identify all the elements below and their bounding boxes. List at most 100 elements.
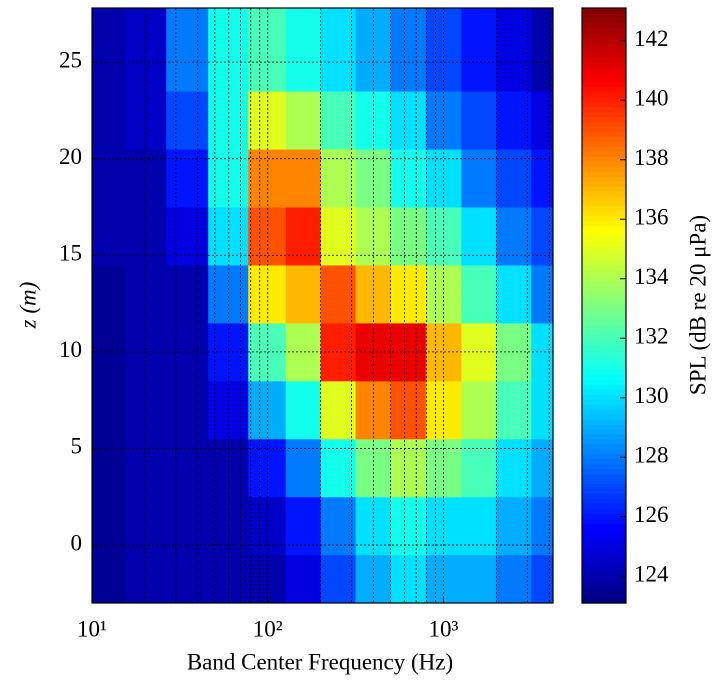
colorbar-swatch [582, 404, 626, 411]
heat-cell [320, 380, 357, 440]
colorbar-swatch [582, 107, 626, 113]
colorbar-swatch [582, 310, 626, 317]
heat-cell [461, 322, 497, 382]
heat-cell [461, 438, 497, 498]
colorbar-swatch [582, 186, 626, 193]
heat-cell [166, 8, 209, 92]
colorbar-swatch [582, 97, 626, 103]
heat-cell [166, 496, 209, 556]
colorbar-swatch [582, 176, 626, 183]
heat-cell [248, 438, 287, 498]
colorbar-swatch [582, 350, 626, 356]
heat-cell [320, 206, 357, 266]
colorbar-swatch [582, 305, 626, 312]
heat-cell [285, 206, 322, 266]
colorbar-swatch [582, 598, 626, 604]
colorbar-swatch [582, 583, 626, 589]
colorbar-swatch [582, 513, 626, 520]
colorbar-swatch [582, 464, 626, 470]
colorbar-swatch [582, 379, 626, 386]
heat-cell [92, 91, 126, 150]
heat-cell [166, 206, 209, 266]
heat-cell [425, 380, 462, 440]
colorbar-swatch [582, 72, 626, 79]
colorbar-tick-label: 136 [634, 205, 669, 230]
heat-cell [425, 149, 462, 208]
colorbar-swatch [582, 488, 626, 495]
heat-cell [461, 554, 497, 603]
colorbar-swatch [582, 360, 626, 366]
heat-cell [531, 496, 553, 556]
heat-cell [92, 206, 126, 266]
colorbar-swatch [582, 330, 626, 336]
colorbar-swatch [582, 156, 626, 163]
y-tick-label: 0 [71, 530, 83, 555]
colorbar-swatch [582, 67, 626, 74]
colorbar-swatch [582, 434, 626, 440]
heat-cell [390, 91, 427, 150]
heat-cell [125, 206, 167, 266]
heat-cell [125, 264, 167, 324]
colorbar-swatch [582, 493, 626, 500]
heat-cell [248, 91, 287, 150]
heat-cell [92, 149, 126, 208]
heat-cell [320, 149, 357, 208]
heat-cell [496, 8, 532, 92]
heat-cell [461, 264, 497, 324]
colorbar-swatch [582, 77, 626, 83]
heat-cell [320, 91, 357, 150]
heat-cell [248, 496, 287, 556]
colorbar-swatch [582, 553, 626, 559]
x-tick-label: 10³ [429, 616, 459, 641]
heat-cell [390, 554, 427, 603]
colorbar-swatch [582, 320, 626, 326]
colorbar-swatch [582, 117, 626, 123]
colorbar-label: SPL (dB re 20 μPa) [685, 215, 710, 395]
x-tick-label: 10² [253, 616, 283, 641]
y-tick-label: 5 [71, 434, 83, 459]
colorbar-swatch [582, 528, 626, 535]
heat-cell [285, 554, 322, 603]
colorbar-swatch [582, 122, 626, 128]
heat-cell [531, 438, 553, 498]
colorbar-swatch [582, 394, 626, 401]
colorbar-swatch [582, 221, 626, 227]
heat-cell [285, 149, 322, 208]
heat-cell [425, 554, 462, 603]
colorbar-tick-label: 134 [634, 264, 669, 289]
heat-cell [92, 380, 126, 440]
colorbar-swatch [582, 454, 626, 460]
heat-cell [125, 8, 167, 92]
colorbar-swatch [582, 290, 626, 297]
colorbar-swatch [582, 424, 626, 431]
colorbar-swatch [582, 374, 626, 381]
heat-cell [320, 322, 357, 382]
heat-cell [285, 322, 322, 382]
heat-cell [496, 496, 532, 556]
heat-cell [496, 206, 532, 266]
heat-cell [390, 149, 427, 208]
colorbar-swatch [582, 127, 626, 133]
heat-cell [320, 8, 357, 92]
heat-cell [285, 438, 322, 498]
heat-cell [92, 496, 126, 556]
colorbar-swatch [582, 479, 626, 485]
heat-cell [92, 554, 126, 603]
colorbar-swatch [582, 112, 626, 118]
heat-cell [390, 496, 427, 556]
colorbar-swatch [582, 102, 626, 108]
colorbar-swatch [582, 141, 626, 148]
colorbar-swatch [582, 538, 626, 545]
colorbar-swatch [582, 498, 626, 505]
heat-cell [390, 264, 427, 324]
colorbar-swatch [582, 191, 626, 198]
heat-cell [531, 91, 553, 150]
colorbar-swatch [582, 419, 626, 426]
colorbar-swatch [582, 484, 626, 490]
heat-cell [390, 380, 427, 440]
colorbar-swatch [582, 449, 626, 455]
heat-cell [248, 380, 287, 440]
colorbar-swatch [582, 42, 626, 49]
colorbar-swatch [582, 399, 626, 406]
colorbar-swatch [582, 57, 626, 64]
